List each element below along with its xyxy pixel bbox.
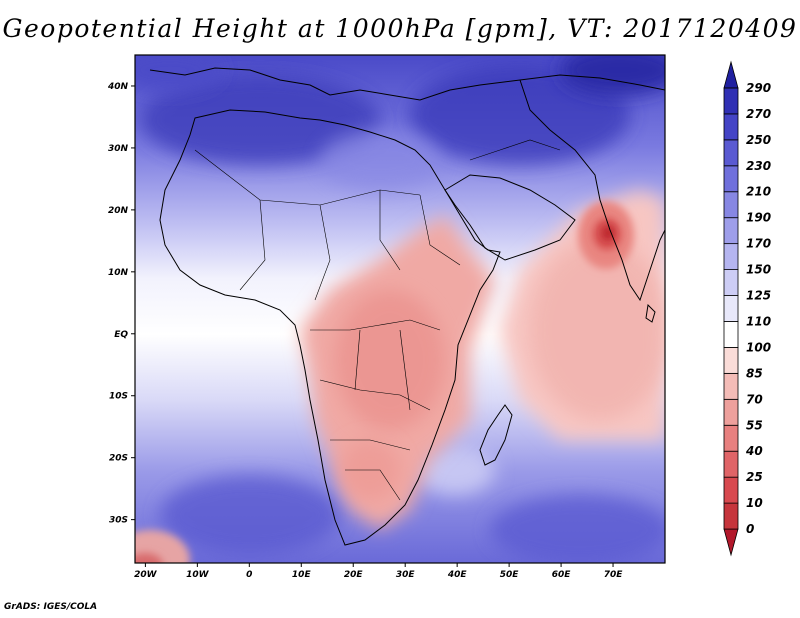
colorbar-label: 270 (746, 107, 771, 121)
country-borders (194, 139, 561, 501)
lon-tick-label: 70E (604, 570, 624, 580)
colorbar-swatch (723, 269, 739, 296)
colorbar-swatch (723, 476, 739, 504)
chart-title: Geopotential Height at 1000hPa [gpm], VT… (2, 14, 798, 43)
colorbar-swatch (723, 243, 739, 270)
colorbar-label: 250 (746, 133, 771, 147)
lat-tick-label: 20S (109, 454, 128, 464)
colorbar-swatch (723, 502, 739, 530)
lat-tick-label: EQ (114, 330, 128, 340)
lon-tick-label: 40E (447, 570, 468, 580)
longitude-axis: 20W 10W 0 10E 20E 30E 40E 50E 60E 70E (134, 563, 623, 580)
colorbar-swatch (723, 60, 739, 89)
colorbar-swatch (723, 398, 739, 426)
grads-credit: GrADS: IGES/COLA (4, 602, 98, 612)
colorbar-swatch (723, 372, 739, 400)
colorbar-swatch (723, 528, 739, 557)
lat-tick-label: 30N (108, 144, 129, 154)
colorbar-label: 190 (746, 211, 771, 225)
colorbar-label: 230 (746, 159, 771, 173)
colorbar-label: 85 (746, 366, 763, 380)
colorbar-swatch (723, 165, 739, 193)
colorbar-label: 210 (746, 185, 771, 199)
lon-tick-label: 20W (134, 570, 158, 580)
lon-tick-label: 0 (246, 570, 252, 580)
lon-tick-label: 10E (292, 570, 312, 580)
lon-tick-label: 50E (500, 570, 520, 580)
lat-tick-label: 10N (108, 268, 129, 278)
colorbar-swatch (723, 87, 739, 115)
colorbar-label: 55 (746, 418, 763, 432)
map-frame (134, 54, 666, 564)
lon-tick-label: 60E (552, 570, 572, 580)
height-field (135, 55, 665, 563)
coastlines (149, 67, 665, 546)
colorbar-label: 10 (746, 496, 763, 510)
colorbar-label: 100 (746, 340, 771, 354)
colorbar-label: 70 (746, 392, 763, 406)
lon-tick-label: 10W (186, 570, 210, 580)
colorbar: 0 10 25 40 55 70 85 100 110 125 150 170 190 210 230 250… (723, 60, 771, 557)
colorbar-label: 40 (745, 444, 763, 458)
lon-tick-label: 20E (344, 570, 364, 580)
colorbar-swatch (723, 113, 739, 141)
lat-tick-label: 30S (109, 516, 128, 526)
colorbar-swatch (723, 139, 739, 167)
colorbar-swatch (723, 191, 739, 219)
colorbar-swatch (723, 217, 739, 245)
latitude-axis: 40N 30N 20N 10N EQ 10S 20S 30S (107, 82, 135, 526)
colorbar-label: 150 (746, 263, 771, 277)
lat-tick-label: 40N (107, 82, 129, 92)
colorbar-label: 0 (746, 522, 754, 536)
colorbar-label: 110 (746, 314, 771, 328)
colorbar-swatch (723, 321, 739, 348)
lat-tick-label: 20N (108, 206, 129, 216)
colorbar-label: 125 (746, 289, 771, 303)
colorbar-label: 290 (746, 81, 771, 95)
colorbar-swatch (723, 450, 739, 478)
colorbar-swatch (723, 347, 739, 374)
colorbar-swatch (723, 295, 739, 322)
colorbar-label: 170 (746, 237, 771, 251)
lon-tick-label: 30E (396, 570, 416, 580)
colorbar-swatch (723, 424, 739, 452)
lat-tick-label: 10S (109, 392, 128, 402)
colorbar-label: 25 (746, 470, 763, 484)
